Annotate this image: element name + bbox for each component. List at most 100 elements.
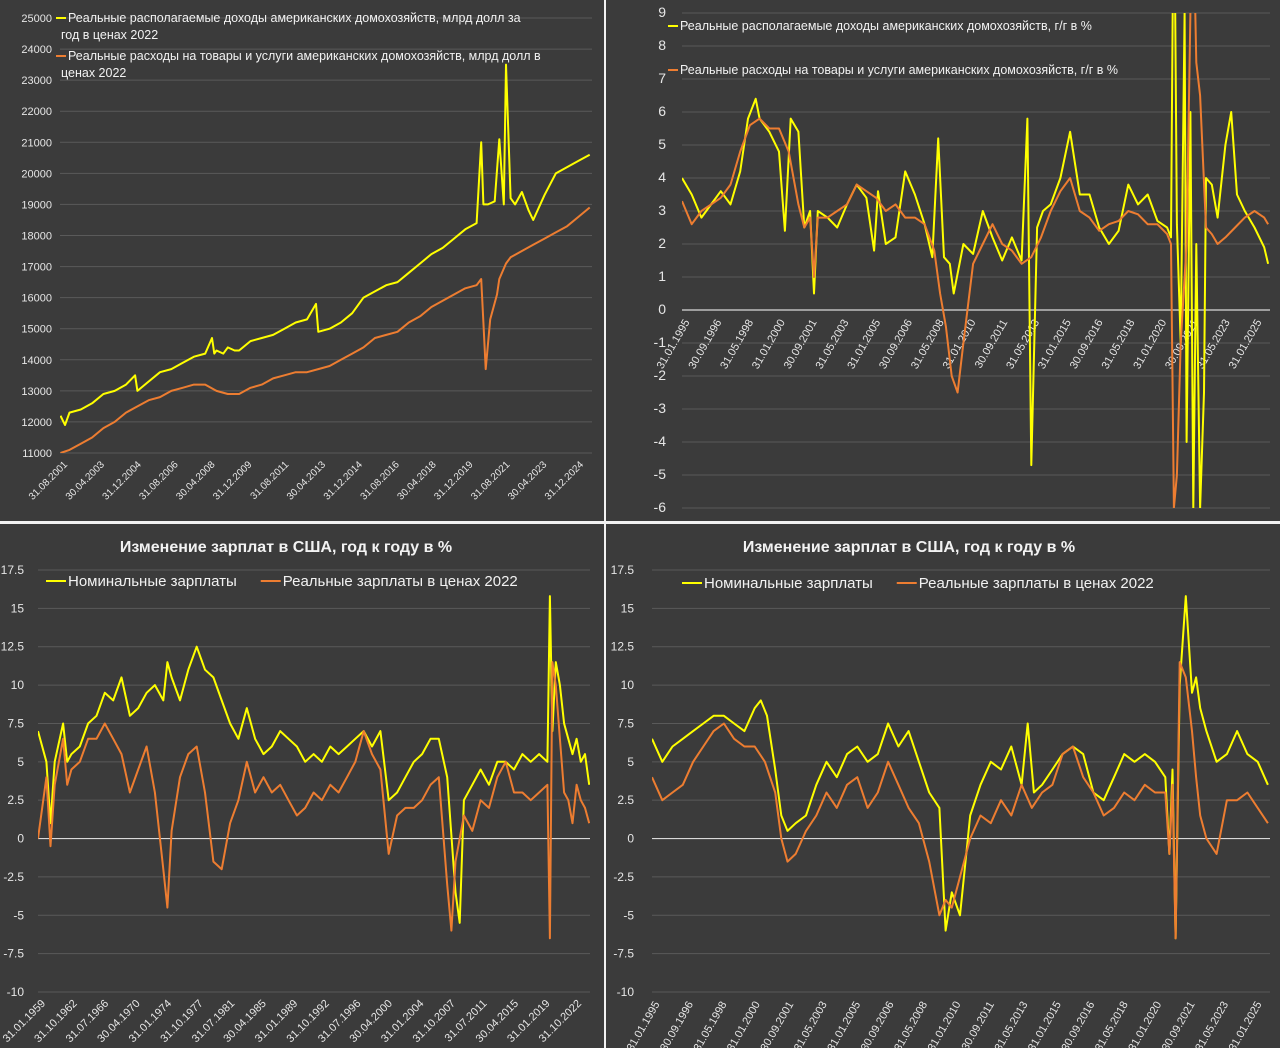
x-tick-label: 30.09.2001 [758,1000,796,1048]
series-line-real [60,206,591,453]
y-tick-label: 24000 [21,44,52,56]
series-line-real [38,661,590,940]
y-tick-label: -2.5 [3,870,24,884]
x-tick-label: 31.05.2023 [1193,1000,1231,1048]
chart-real-income-yoy: -6-5-4-3-2-1012345678931.01.199530.09.19… [654,4,1270,515]
x-tick-label: 31.01.1995 [625,1000,663,1048]
legend: Реальные располагаемые доходы американск… [56,11,541,80]
x-tick-label: 30.09.2021 [1160,1000,1198,1048]
y-tick-label: 11000 [22,448,52,460]
y-tick-label: -7.5 [3,947,24,961]
y-tick-label: 19000 [21,199,52,211]
y-tick-label: 3 [658,202,666,218]
y-tick-label: 7.5 [617,716,634,730]
x-tick-label: 31.01.2025 [1227,318,1265,372]
y-tick-label: 12.5 [611,640,635,654]
chart-real-income-levels: 11000 12000 13000 14000 15000 16000 17000 18000… [21,11,592,503]
y-tick-label: 2.5 [617,793,634,807]
y-tick-label: 15 [621,601,635,615]
y-tick-label: 7.5 [7,716,24,730]
y-tick-label: 17.5 [611,563,635,577]
y-tick-label: 12.5 [1,640,25,654]
y-tick-label: 12000 [21,417,52,429]
y-tick-label: 23000 [21,75,52,87]
y-tick-label: 16000 [21,293,52,305]
legend-entry: Реальные располагаемые доходы американск… [61,11,521,42]
y-tick-label: -5 [13,908,24,922]
y-tick-label: 9 [658,4,666,20]
legend-entry: Номинальные зарплаты [704,575,873,592]
x-axis: 31.01.195931.10.196231.07.196630.04.1970… [1,998,584,1045]
x-tick-label: 31.01.2010 [926,1000,964,1048]
y-tick-label: 17000 [21,262,52,274]
x-tick-label: 30.09.2006 [859,1000,897,1048]
y-tick-label: 22000 [21,106,52,118]
y-tick-label: 17.5 [1,563,25,577]
x-tick-label: 31.01.2015 [1026,1000,1064,1048]
legend: Реальные располагаемые доходы американск… [668,19,1118,77]
chart-title: Изменение зарплат в США, год к году в % [743,539,1075,556]
x-tick-label: 31.05.2008 [892,1000,930,1048]
y-tick-label: 8 [658,37,666,53]
x-tick-label: 31.05.2018 [1093,1000,1131,1048]
chart-panel-wages-since-1959: -10 -7.5 -5 -2.5 0 2.5 5 7.5 10 12.5 15 17.5 31.01.1… [0,524,604,1048]
y-tick-label: 15000 [21,324,52,336]
y-tick-label: 15 [11,601,25,615]
y-tick-label: 21000 [21,137,52,149]
legend: Номинальные зарплаты Реальные зарплаты в … [46,573,518,590]
x-tick-label: 31.05.2013 [993,1000,1031,1048]
x-tick-label: 31.12.2009 [211,459,254,502]
x-tick-label: 31.01.2005 [825,1000,863,1048]
panel-divider-vertical [604,0,606,1048]
panel-divider-horizontal [0,521,1280,524]
chart-panel-real-income-yoy: -6 -5 -4 -3 -2 -1 0 1 2 3 4 5 6 7 8 9 31.01.1995 30.09.19… [606,0,1280,521]
chart-wages-since-1995: -10 -7.5 -5 -2.5 0 2.5 5 7.5 10 12.5 15 17.5 31.01.1… [611,539,1270,1048]
legend: Номинальные зарплаты Реальные зарплаты в … [682,575,1154,592]
y-tick-label: 2 [658,235,666,251]
legend-entry: Реальные зарплаты в ценах 2022 [919,575,1154,592]
y-axis: -10 -7.5 -5 -2.5 0 2.5 5 7.5 10 12.5 15 17.5 [1,563,590,999]
y-tick-label: -6 [654,499,667,515]
y-tick-label: 25000 [21,13,52,25]
chart-title: Изменение зарплат в США, год к году в % [120,539,452,556]
legend-entry: Реальные располагаемые доходы американск… [680,19,1092,33]
y-tick-label: -10 [617,985,635,999]
series-line-nominal [38,595,590,924]
y-tick-label: -5 [654,466,667,482]
chart-wages-since-1959: -10 -7.5 -5 -2.5 0 2.5 5 7.5 10 12.5 15 17.5 31.01.1… [1,539,590,1045]
y-tick-label: -5 [623,908,634,922]
y-tick-label: 6 [658,103,666,119]
y-tick-label: 5 [658,136,666,152]
y-tick-label: 13000 [21,386,52,398]
y-tick-label: -2 [654,367,667,383]
legend-entry: Реальные расходы на товары и услуги амер… [680,63,1118,77]
y-tick-label: 14000 [21,355,52,367]
y-tick-label: 0 [658,301,666,317]
y-tick-label: -7.5 [613,947,634,961]
y-tick-label: 0 [627,832,634,846]
x-tick-label: 31.12.2024 [543,459,586,502]
x-tick-label: 31.01.2000 [725,1000,763,1048]
x-tick-label: 31.05.1998 [692,1000,730,1048]
legend-entry: Реальные зарплаты в ценах 2022 [283,573,518,590]
legend-entry: Реальные расходы на товары и услуги амер… [61,49,541,80]
y-tick-label: 4 [658,169,666,185]
x-axis: 31.01.199530.09.199631.05.199831.01.2000… [625,1000,1265,1048]
y-tick-label: 0 [17,832,24,846]
y-tick-label: -1 [654,334,667,350]
y-tick-label: 18000 [21,231,52,243]
x-tick-label: 30.09.2011 [960,1000,998,1048]
series-line-nominal [682,13,1270,508]
y-tick-label: 20000 [21,168,52,180]
x-tick-label: 31.05.2003 [792,1000,830,1048]
series-line-real [652,661,1269,940]
x-tick-label: 30.09.2016 [1059,1000,1097,1048]
x-tick-label: 30.09.1996 [658,1000,696,1048]
x-tick-label: 31.01.2025 [1227,1000,1265,1048]
legend-entry: Номинальные зарплаты [68,573,237,590]
y-tick-label: -3 [654,400,667,416]
x-tick-label: 31.01.2020 [1126,1000,1164,1048]
series-line-nominal [60,63,591,426]
y-tick-label: -4 [654,433,667,449]
y-tick-label: 5 [627,755,634,769]
